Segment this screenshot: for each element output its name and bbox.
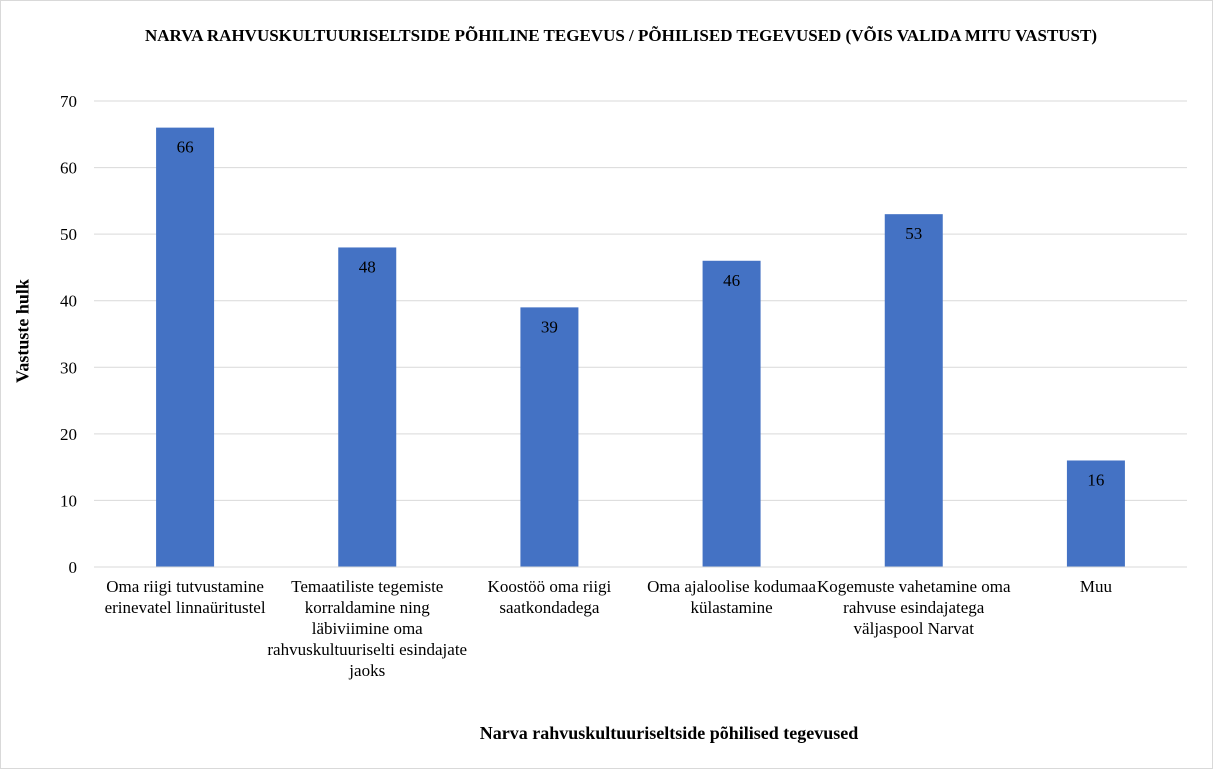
bar — [156, 127, 215, 567]
data-label: 48 — [359, 257, 376, 276]
x-axis-label: Narva rahvuskultuuriseltside põhilised t… — [479, 723, 859, 743]
x-tick-label: Koostöö oma riigi saatkondadega — [487, 577, 612, 617]
bar — [1066, 460, 1125, 567]
x-tick-label: Oma riigi tutvustamine erinevatel linnaü… — [104, 577, 266, 617]
data-label: 16 — [1087, 470, 1104, 489]
x-tick-label: Muu — [1079, 577, 1112, 596]
data-label: 46 — [723, 271, 740, 290]
x-tick-label: Temaatiliste tegemiste korraldamine ning… — [267, 577, 468, 680]
bar — [338, 247, 397, 567]
y-tick-label: 10 — [60, 491, 77, 510]
x-tick-label: Kogemuste vahetamine oma rahvuse esindaj… — [816, 577, 1011, 638]
y-axis-label: Vastuste hulk — [12, 279, 33, 383]
data-label: 66 — [177, 138, 194, 157]
bar — [884, 214, 943, 567]
data-label: 53 — [905, 224, 922, 243]
y-tick-label: 60 — [60, 159, 77, 178]
y-tick-label: 50 — [60, 225, 77, 244]
y-tick-label: 40 — [60, 292, 77, 311]
data-label: 39 — [541, 317, 558, 336]
bar — [520, 307, 579, 567]
y-tick-label: 20 — [60, 425, 77, 444]
y-tick-label: 30 — [60, 358, 77, 377]
y-tick-label: 70 — [60, 92, 77, 111]
x-tick-label: Oma ajaloolise kodumaa külastamine — [647, 577, 817, 617]
bar — [702, 260, 761, 567]
y-tick-label: 0 — [69, 558, 78, 577]
chart-title: NARVA RAHVUSKULTUURISELTSIDE PÕHILINE TE… — [144, 26, 1098, 45]
